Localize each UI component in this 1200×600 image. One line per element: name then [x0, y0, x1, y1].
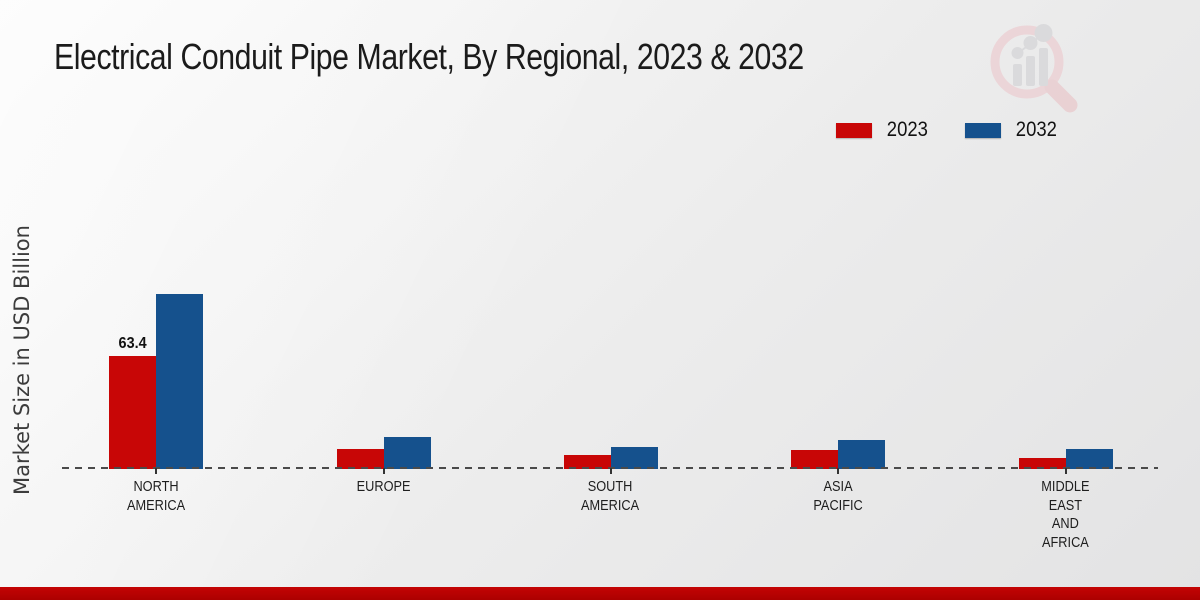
- bar-2023-europe: [336, 448, 384, 469]
- bar-value-label-2023-north-america: 63.4: [118, 335, 147, 352]
- bar-2032-north-america: [156, 293, 203, 469]
- brand-watermark-magnifier-icon: [990, 24, 1078, 113]
- x-tick-north-america: [155, 468, 157, 474]
- bar-2032-asia-pacific: [838, 440, 885, 469]
- bottom-accent-strip: [0, 587, 1200, 600]
- x-tick-middle-east-and-africa: [1064, 468, 1067, 474]
- legend-item-2023: 2023: [836, 118, 931, 142]
- bar-2032-europe: [383, 437, 431, 469]
- y-axis-label: Market Size in USD Billion: [10, 225, 34, 495]
- bar-2023-north-america: [109, 356, 156, 469]
- category-label-south-america: SOUTH AMERICA: [581, 479, 640, 514]
- legend-swatch-2032: [964, 122, 1001, 138]
- x-tick-south-america: [609, 468, 612, 474]
- legend-label-2032: 2032: [1015, 118, 1057, 141]
- bar-2032-south-america: [610, 446, 658, 469]
- bar-2023-south-america: [563, 454, 611, 469]
- bar-2023-middle-east-and-africa: [1018, 458, 1066, 469]
- x-tick-asia-pacific: [837, 468, 839, 474]
- category-label-asia-pacific: ASIA PACIFIC: [813, 479, 863, 514]
- bar-2032-middle-east-and-africa: [1065, 448, 1113, 469]
- bar-2023-asia-pacific: [791, 450, 838, 469]
- x-tick-europe: [382, 468, 385, 474]
- legend-swatch-2023: [836, 122, 872, 138]
- category-label-middle-east-and-africa: MIDDLE EAST AND AFRICA: [1041, 479, 1090, 551]
- legend: 2023 2032: [836, 118, 1059, 142]
- legend-item-2032: 2032: [964, 118, 1060, 142]
- legend-label-2023: 2023: [886, 118, 928, 141]
- category-label-europe: EUROPE: [356, 479, 411, 495]
- category-label-north-america: NORTH AMERICA: [126, 479, 186, 514]
- chart-title: Electrical Conduit Pipe Market, By Regio…: [54, 36, 804, 77]
